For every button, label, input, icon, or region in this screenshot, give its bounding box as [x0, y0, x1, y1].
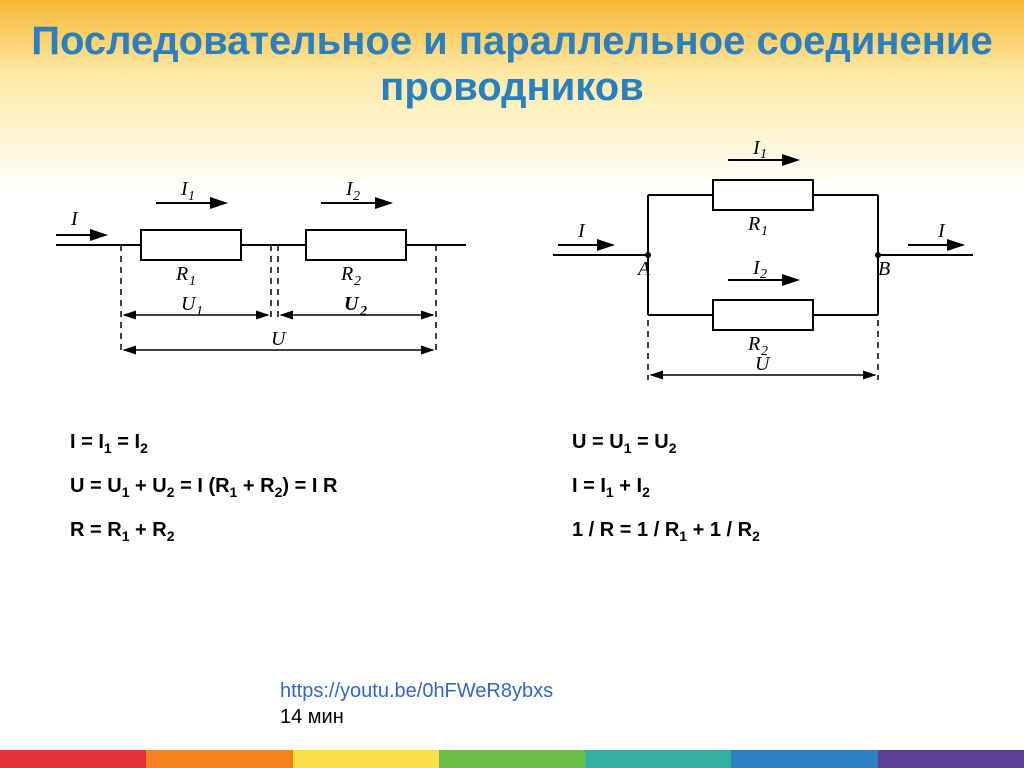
- svg-text:I: I: [577, 220, 586, 242]
- svg-text:1: 1: [189, 274, 196, 289]
- svg-text:R: R: [747, 213, 760, 235]
- rainbow-stripe: [878, 750, 1024, 768]
- video-duration: 14 мин: [280, 704, 553, 730]
- series-formulas: I = I1 = I2 U = U1 + U2 = I (R1 + R2) = …: [30, 400, 492, 552]
- rainbow-stripe: [731, 750, 877, 768]
- parallel-formula-3: 1 / R = 1 / R1 + 1 / R2: [572, 508, 954, 552]
- series-diagram: I R1 I1 R2 I2 U1: [30, 140, 492, 400]
- parallel-formula-2: I = I1 + I2: [572, 464, 954, 508]
- svg-text:1: 1: [761, 224, 768, 239]
- video-link[interactable]: https://youtu.be/0hFWeR8ybxs: [280, 678, 553, 704]
- svg-text:1: 1: [196, 304, 203, 319]
- svg-text:B: B: [878, 258, 890, 280]
- parallel-formulas: U = U1 = U2 I = I1 + I2 1 / R = 1 / R1 +…: [532, 400, 994, 552]
- svg-text:2: 2: [760, 267, 767, 282]
- svg-text:U: U: [344, 293, 360, 315]
- svg-text:U: U: [271, 328, 287, 350]
- parallel-formula-1: U = U1 = U2: [572, 420, 954, 464]
- page-title: Последовательное и параллельное соединен…: [0, 0, 1024, 120]
- content-row: I R1 I1 R2 I2 U1: [0, 120, 1024, 552]
- svg-text:2: 2: [359, 304, 367, 319]
- svg-text:U: U: [181, 293, 197, 315]
- svg-text:U: U: [755, 353, 771, 375]
- video-link-block: https://youtu.be/0hFWeR8ybxs 14 мин: [280, 678, 553, 730]
- svg-text:I: I: [70, 208, 79, 230]
- parallel-diagram: I I A B R1 I1: [532, 140, 994, 400]
- rainbow-stripe: [293, 750, 439, 768]
- svg-text:R: R: [747, 333, 760, 355]
- svg-text:2: 2: [354, 274, 361, 289]
- series-formula-3: R = R1 + R2: [70, 508, 452, 552]
- rainbow-footer: [0, 750, 1024, 768]
- series-formula-2: U = U1 + U2 = I (R1 + R2) = I R: [70, 464, 452, 508]
- rainbow-stripe: [146, 750, 292, 768]
- svg-text:R: R: [340, 263, 353, 285]
- svg-text:1: 1: [760, 147, 767, 162]
- rainbow-stripe: [585, 750, 731, 768]
- series-column: I R1 I1 R2 I2 U1: [30, 140, 492, 552]
- parallel-column: I I A B R1 I1: [532, 140, 994, 552]
- svg-text:I: I: [937, 220, 946, 242]
- svg-text:1: 1: [188, 189, 195, 204]
- rainbow-stripe: [439, 750, 585, 768]
- svg-text:R: R: [175, 263, 188, 285]
- svg-text:2: 2: [353, 189, 360, 204]
- rainbow-stripe: [0, 750, 146, 768]
- series-formula-1: I = I1 = I2: [70, 420, 452, 464]
